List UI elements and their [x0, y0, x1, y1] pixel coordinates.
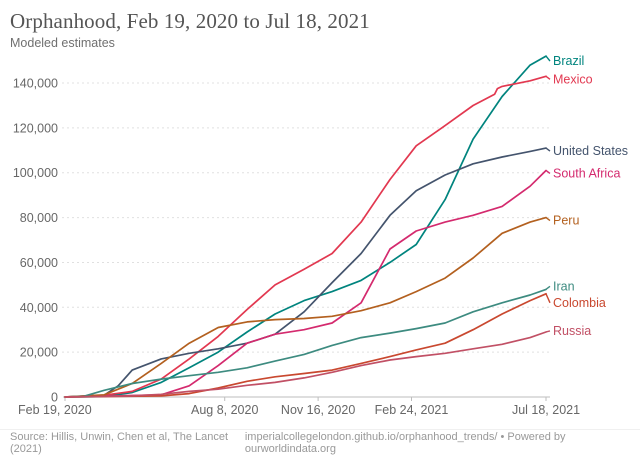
- x-axis-tick-label: Feb 24, 2021: [375, 403, 449, 417]
- y-axis-tick-label: 0: [51, 391, 58, 405]
- series-label-iran[interactable]: Iran: [553, 279, 575, 293]
- series-label-mexico[interactable]: Mexico: [553, 72, 593, 86]
- y-axis-tick-label: 100,000: [13, 166, 58, 180]
- footer-separator: •: [500, 431, 505, 443]
- y-axis-tick-label: 120,000: [13, 121, 58, 135]
- series-label-brazil[interactable]: Brazil: [553, 54, 584, 68]
- label-connector-peru: [545, 217, 551, 222]
- y-axis-tick-label: 60,000: [20, 256, 58, 270]
- y-axis-tick-label: 80,000: [20, 211, 58, 225]
- powered-by-link[interactable]: Powered by ourworldindata.org: [244, 431, 566, 455]
- line-iran[interactable]: [64, 288, 547, 398]
- label-connector-russia: [545, 330, 551, 333]
- label-connector-united-states: [545, 147, 551, 152]
- line-south-africa[interactable]: [64, 169, 547, 398]
- footer-links: imperialcollegelondon.github.io/orphanho…: [245, 431, 630, 455]
- label-connector-colombia: [545, 293, 551, 304]
- y-axis-tick-label: 20,000: [20, 346, 58, 360]
- line-united-states[interactable]: [64, 147, 547, 398]
- chart-header: Orphanhood, Feb 19, 2020 to Jul 18, 2021…: [10, 8, 630, 50]
- line-chart-canvas: 0 20,000 40,000 60,000 80,000 100,000 120,000 1…: [13, 54, 628, 417]
- plot-area: 0 20,000 40,000 60,000 80,000 100,000 120,000 1…: [13, 54, 628, 417]
- line-brazil[interactable]: [64, 55, 547, 398]
- source-note: Source: Hillis, Unwin, Chen et al, The L…: [10, 431, 229, 455]
- series-label-south-africa[interactable]: South Africa: [553, 166, 620, 180]
- line-peru[interactable]: [64, 216, 547, 398]
- y-axis-tick-label: 140,000: [13, 77, 58, 91]
- label-connector-south-africa: [545, 169, 551, 175]
- x-axis-tick-label: Nov 16, 2020: [281, 403, 355, 417]
- x-axis-tick-label: Jul 18, 2021: [512, 403, 580, 417]
- source-link[interactable]: imperialcollegelondon.github.io/orphanho…: [244, 431, 498, 443]
- series-label-russia[interactable]: Russia: [553, 324, 591, 338]
- line-russia[interactable]: [64, 331, 547, 398]
- series-label-colombia[interactable]: Colombia: [553, 296, 606, 310]
- x-axis-tick-label: Feb 19, 2020: [18, 403, 92, 417]
- chart-subtitle: Modeled estimates: [10, 36, 115, 50]
- label-connector-iran: [545, 285, 551, 290]
- y-axis-tick-label: 40,000: [20, 301, 58, 315]
- series-label-peru[interactable]: Peru: [553, 214, 579, 228]
- series-label-united-states[interactable]: United States: [553, 144, 628, 158]
- label-connector-mexico: [545, 75, 551, 80]
- chart-footer: Source: Hillis, Unwin, Chen et al, The L…: [0, 429, 640, 456]
- line-mexico[interactable]: [64, 75, 547, 398]
- label-connector-brazil: [545, 55, 551, 62]
- x-axis-tick-label: Aug 8, 2020: [191, 403, 258, 417]
- chart-title: Orphanhood, Feb 19, 2020 to Jul 18, 2021: [10, 9, 370, 33]
